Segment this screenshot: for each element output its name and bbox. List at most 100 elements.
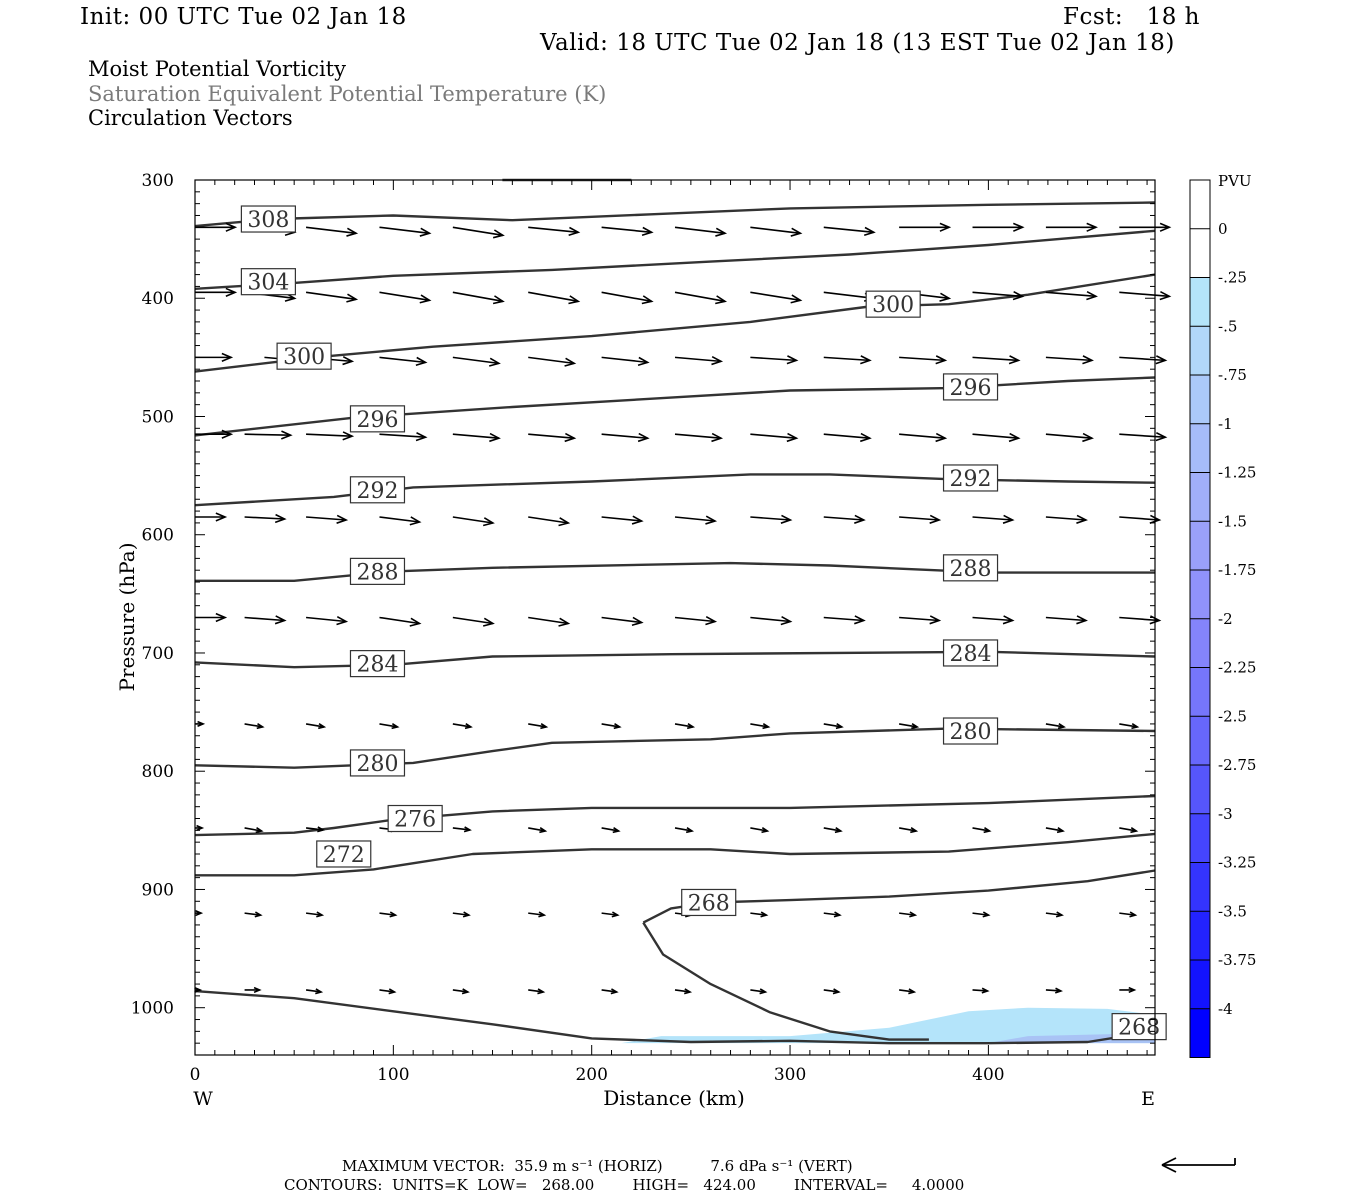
y-tick-label: 700 [142,644,174,664]
vector-head [1082,355,1094,365]
vector-head [489,357,501,367]
vector-head [336,616,349,626]
vector-shaft [601,989,617,993]
vector-shaft [674,723,694,728]
vector-head [1055,911,1064,918]
vector-head [1076,615,1088,625]
vector-head [939,222,952,232]
vector-shaft [379,516,420,523]
vector-shaft [528,433,575,440]
title-theta-es: Saturation Equivalent Potential Temperat… [88,82,607,106]
vector-head [834,827,843,834]
contour-label-284: 284 [950,642,992,667]
contour-line-9 [195,832,1156,877]
vector-shaft [244,616,285,622]
vector-head [255,827,264,834]
vector-head [760,911,769,918]
vector-shaft [898,827,917,832]
contour-label-300: 300 [283,345,325,370]
colorbar-swatch [1190,862,1210,912]
colorbar-label: -3.25 [1218,854,1256,872]
vector-shaft [972,827,990,832]
vector-shaft [452,989,468,993]
vector-head [461,988,470,995]
colorbar-label: -1.25 [1218,464,1256,482]
vector-head [705,616,718,626]
colorbar-swatch [1190,911,1210,960]
plot-frame [194,179,1156,1056]
vector-shaft [305,226,357,235]
vector-shaft [379,291,430,302]
contour-label-288: 288 [950,557,992,582]
colorbar-label: -3.75 [1218,951,1256,969]
reference-vector [1161,1157,1236,1173]
vector-shaft [1119,516,1160,521]
contour-line-8 [194,794,1156,837]
vector-head [1056,827,1065,834]
init-time: Init: 00 UTC Tue 02 Jan 18 [80,4,407,30]
vector-head [1082,432,1094,443]
contour-label-box [865,290,921,318]
pv-colorbar: PVU 0 -.25 -.5 -.75 -1 -1.25 -1.5 -1.75 -2 -2.25 -2… [1189,172,1256,1058]
vector-head [197,720,206,727]
colorbar-swatch [1190,618,1210,668]
colorbar-swatch [1190,375,1210,424]
vector-shaft [750,226,801,235]
vector-head [225,287,238,297]
vector-shaft [379,723,398,728]
vector-head [492,229,505,239]
vector-head [336,514,349,524]
vector-head [637,356,650,367]
vector-shaft [823,912,840,916]
vector-head [419,227,432,237]
vector-head [564,357,577,367]
vector-shaft [244,516,285,520]
contour-line-10 [642,869,1156,924]
vector-head [538,911,547,918]
vector-shaft [528,356,575,365]
vector-head [196,824,205,832]
vector-head [274,513,287,524]
vector-head [833,911,842,918]
vector-head [715,227,728,237]
colorbar-label: -1 [1218,415,1233,433]
vector-head [195,910,204,917]
colorbar-label: -2 [1218,610,1233,628]
vector-head [686,723,696,730]
contour-label-280: 280 [950,720,992,745]
contour-label-box [942,554,999,582]
vector-head [759,988,768,995]
vector-head [685,827,695,834]
vector-head [225,222,238,232]
vector-shaft [305,616,347,623]
vector-head [612,827,621,834]
vector-shaft [452,226,503,237]
contour-label-box [387,804,443,833]
vector-shaft [972,616,1013,622]
vector-shaft [244,433,291,437]
vector-head [315,988,324,995]
vector-shaft [972,356,1019,362]
vector-shaft [823,356,870,362]
vector-head [346,227,359,237]
vector-head [1086,291,1098,301]
vector-shaft [452,516,493,524]
vector-head [388,988,397,995]
contour-label-276: 276 [394,808,436,833]
vector-shaft [452,433,499,440]
vector-shaft [1045,723,1065,728]
vector-shaft [601,912,618,916]
vector-head [762,723,771,730]
x-axis-title: Distance (km) [603,1086,745,1110]
vector-head [761,827,770,834]
vector-head [568,295,581,305]
title-vectors: Circulation Vectors [88,106,293,130]
vector-head [1155,432,1168,442]
vector-head [342,431,355,441]
vector-shaft [379,912,396,916]
vector-head [1131,723,1140,730]
contour-label-268: 268 [688,891,730,916]
colorbar-label: -.75 [1218,366,1247,384]
vector-shaft [823,291,874,300]
vector-head [274,615,287,625]
